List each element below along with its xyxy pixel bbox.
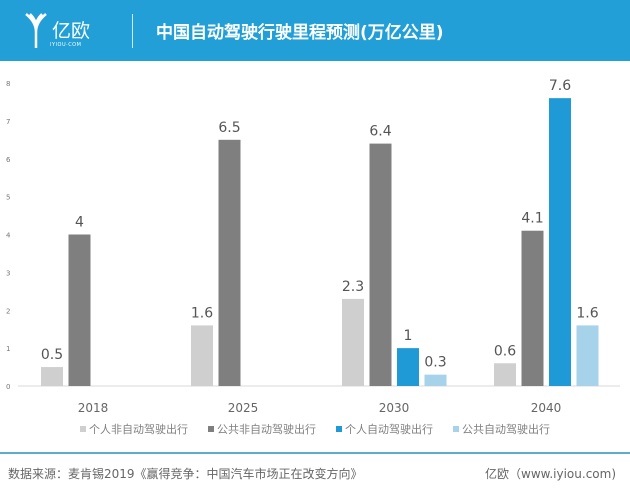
- bar: [218, 139, 241, 386]
- bar: [41, 367, 63, 386]
- data-label: 1.6: [191, 305, 213, 321]
- y-tick-label: 8: [6, 80, 10, 88]
- data-label: 0.5: [41, 347, 63, 363]
- bar: [68, 234, 91, 386]
- y-tick-label: 7: [6, 118, 10, 126]
- brand-subtitle: IYIOU·COM: [50, 42, 82, 48]
- bar: [424, 374, 447, 386]
- legend-swatch: [453, 426, 459, 432]
- bar: [191, 325, 213, 386]
- bar: [549, 98, 571, 387]
- y-tick-label: 0: [6, 383, 10, 391]
- y-tick-label: 4: [6, 232, 11, 240]
- legend-swatch: [80, 426, 86, 432]
- x-tick-label: 2018: [78, 401, 109, 415]
- legend: 个人非自动驾驶出行 公共非自动驾驶出行 个人自动驾驶出行 公共自动驾驶出行: [0, 421, 630, 437]
- legend-label: 公共非自动驾驶出行: [217, 423, 316, 436]
- y-tick-label: 5: [6, 194, 10, 202]
- bar: [576, 325, 599, 386]
- credit-text: 亿欧（www.iyiou.com): [485, 467, 616, 481]
- header-banner: 亿欧 IYIOU·COM 中国自动驾驶行驶里程预测(万亿公里): [0, 0, 630, 61]
- data-label: 2.3: [342, 279, 364, 295]
- data-label: 6.4: [369, 124, 391, 140]
- brand-name: 亿欧: [52, 20, 91, 42]
- legend-swatch: [336, 426, 342, 432]
- bar: [342, 298, 364, 386]
- bar: [494, 363, 516, 386]
- legend-label: 个人非自动驾驶出行: [89, 423, 188, 436]
- y-tick-label: 1: [6, 345, 10, 353]
- source-text: 数据来源：麦肯锡2019《赢得竞争：中国汽车市场正在改变方向》: [8, 467, 363, 481]
- bar: [521, 230, 544, 386]
- y-tick-label: 3: [6, 269, 10, 277]
- data-label: 6.5: [218, 120, 240, 136]
- data-label: 4: [75, 215, 84, 231]
- header-divider: [132, 14, 133, 48]
- chart-title: 中国自动驾驶行驶里程预测(万亿公里): [156, 23, 444, 43]
- legend-item: 个人自动驾驶出行: [336, 421, 433, 437]
- legend-item: 个人非自动驾驶出行: [80, 421, 188, 437]
- x-tick-label: 2025: [228, 401, 259, 415]
- iyiou-logo-icon: [25, 13, 47, 48]
- legend-item: 公共自动驾驶出行: [453, 421, 550, 437]
- legend-item: 公共非自动驾驶出行: [208, 421, 316, 437]
- data-label: 4.1: [521, 211, 543, 227]
- bar: [397, 348, 419, 386]
- bar-chart: 0 1 2 3 4 5 6 7 8 2018 0.5 4 2025 1.6 6.5 2030 2.3 6.4 1 0.…: [6, 78, 620, 415]
- legend-swatch: [208, 426, 214, 432]
- x-tick-label: 2030: [379, 401, 410, 415]
- data-label: 1: [404, 328, 413, 344]
- legend-label: 公共自动驾驶出行: [462, 423, 550, 436]
- y-tick-label: 2: [6, 307, 10, 315]
- legend-label: 个人自动驾驶出行: [345, 423, 433, 436]
- footer-divider: [0, 452, 630, 454]
- bar: [369, 143, 392, 386]
- data-label: 7.6: [549, 78, 571, 94]
- y-tick-label: 6: [6, 156, 11, 164]
- data-label: 0.3: [424, 355, 446, 371]
- data-label: 1.6: [576, 305, 598, 321]
- x-tick-label: 2040: [531, 401, 562, 415]
- data-label: 0.6: [494, 343, 516, 359]
